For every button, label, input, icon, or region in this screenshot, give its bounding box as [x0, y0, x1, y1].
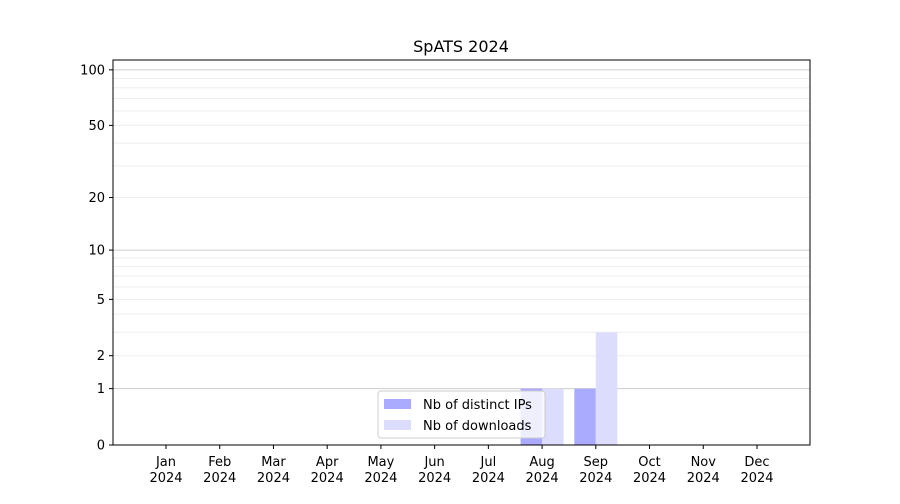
legend: Nb of distinct IPs Nb of downloads: [377, 390, 546, 439]
legend-swatch-ips: [384, 399, 411, 409]
y-tick-label: 100: [80, 63, 105, 78]
x-tick-label: Dec 2024: [740, 455, 773, 486]
x-tick-label: Feb 2024: [203, 455, 236, 486]
x-tick-label: Nov 2024: [687, 455, 720, 486]
y-tick-label: 1: [97, 382, 105, 397]
y-tick-label: 50: [88, 119, 105, 134]
x-tick-label: Apr 2024: [311, 455, 344, 486]
x-tick-label: Sep 2024: [579, 455, 612, 486]
bar-downloads: [595, 332, 618, 445]
y-tick-label: 5: [97, 293, 105, 308]
legend-label-ips: Nb of distinct IPs: [423, 398, 532, 413]
x-tick-label: Jun 2024: [418, 455, 451, 486]
legend-label-downloads: Nb of downloads: [423, 419, 532, 434]
y-tick-label: 2: [97, 349, 105, 364]
y-tick-label: 10: [88, 244, 105, 259]
bar-distinct-ips: [574, 388, 596, 445]
x-tick-label: Oct 2024: [633, 455, 666, 486]
x-tick-label: Aug 2024: [526, 455, 559, 486]
x-tick-label: Mar 2024: [257, 455, 290, 486]
x-tick-label: Jan 2024: [149, 455, 182, 486]
x-tick-label: May 2024: [364, 455, 397, 486]
bar-downloads: [542, 388, 564, 445]
x-tick-label: Jul 2024: [472, 455, 505, 486]
y-tick-label: 20: [88, 191, 105, 206]
plot-frame: [112, 59, 811, 446]
legend-swatch-downloads: [384, 420, 411, 430]
chart-title: SpATS 2024: [413, 37, 509, 56]
y-tick-label: 0: [97, 439, 105, 454]
